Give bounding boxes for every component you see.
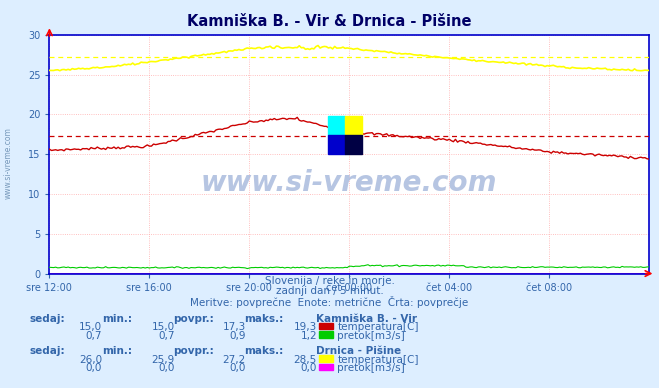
Text: min.:: min.: [102,346,132,356]
Text: temperatura[C]: temperatura[C] [337,355,419,365]
Bar [345,135,362,154]
Text: 0,0: 0,0 [86,363,102,373]
Text: 26,0: 26,0 [79,355,102,365]
Text: 0,7: 0,7 [86,331,102,341]
Text: zadnji dan / 5 minut.: zadnji dan / 5 minut. [275,286,384,296]
Text: 15,0: 15,0 [79,322,102,332]
Text: sedaj:: sedaj: [30,314,65,324]
Text: pretok[m3/s]: pretok[m3/s] [337,331,405,341]
Text: 0,0: 0,0 [158,363,175,373]
Text: min.:: min.: [102,314,132,324]
Text: Kamniška B. - Vir & Drnica - Pišine: Kamniška B. - Vir & Drnica - Pišine [187,14,472,29]
Text: sedaj:: sedaj: [30,346,65,356]
Text: Drnica - Pišine: Drnica - Pišine [316,346,401,356]
Bar [328,116,345,135]
Text: povpr.:: povpr.: [173,314,214,324]
Text: 0,9: 0,9 [229,331,246,341]
Text: 0,0: 0,0 [229,363,246,373]
Text: 27,2: 27,2 [223,355,246,365]
Text: povpr.:: povpr.: [173,346,214,356]
Text: www.si-vreme.com: www.si-vreme.com [201,169,498,197]
Text: 0,0: 0,0 [301,363,317,373]
Text: 17,3: 17,3 [223,322,246,332]
Text: Kamniška B. - Vir: Kamniška B. - Vir [316,314,416,324]
Text: 28,5: 28,5 [294,355,317,365]
Text: www.si-vreme.com: www.si-vreme.com [3,127,13,199]
Text: temperatura[C]: temperatura[C] [337,322,419,332]
Text: Meritve: povprečne  Enote: metrične  Črta: povprečje: Meritve: povprečne Enote: metrične Črta:… [190,296,469,308]
Text: Slovenija / reke in morje.: Slovenija / reke in morje. [264,276,395,286]
Text: 0,7: 0,7 [158,331,175,341]
Text: maks.:: maks.: [244,346,284,356]
Text: pretok[m3/s]: pretok[m3/s] [337,363,405,373]
Text: maks.:: maks.: [244,314,284,324]
Text: 19,3: 19,3 [294,322,317,332]
Text: 1,2: 1,2 [301,331,317,341]
Bar [345,116,362,135]
Text: 25,9: 25,9 [152,355,175,365]
Bar [328,135,345,154]
Text: 15,0: 15,0 [152,322,175,332]
